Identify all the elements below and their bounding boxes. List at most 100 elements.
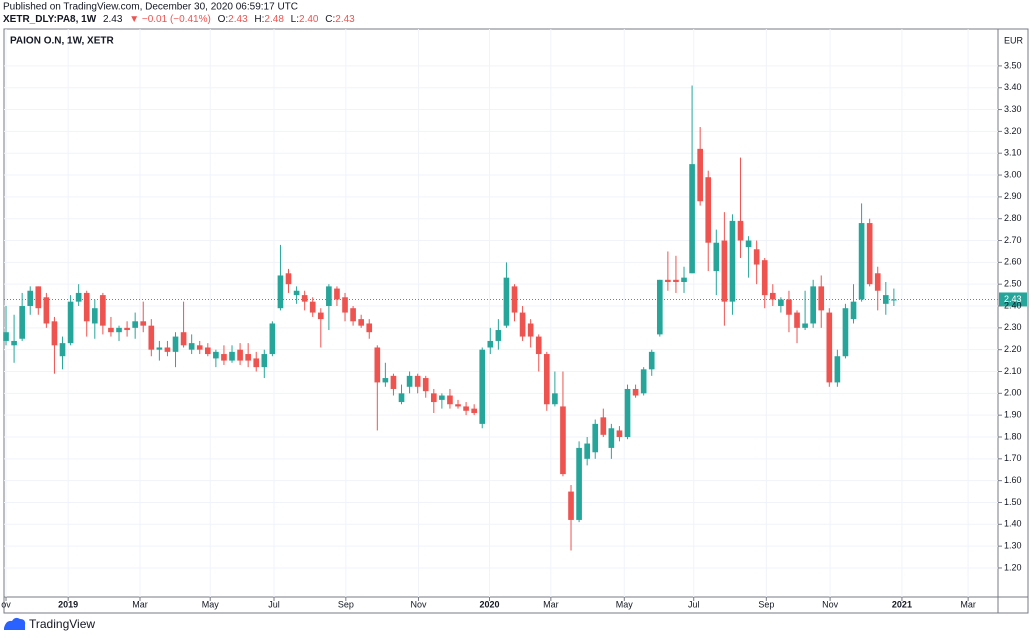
candle-body: [3, 332, 9, 341]
candle-body: [656, 279, 663, 335]
x-tick-label: Sep: [338, 599, 354, 609]
ohlc-label: O:: [218, 14, 229, 25]
ohlc-value: 2.40: [299, 14, 319, 25]
candles: [3, 85, 897, 551]
candle-body: [535, 336, 542, 355]
candle-body: [67, 301, 74, 344]
candle-body: [543, 354, 550, 405]
candle-body: [648, 351, 655, 370]
candle-body: [172, 336, 179, 352]
candle-body: [576, 447, 582, 520]
candle-body: [818, 286, 825, 311]
last-price-box: [999, 292, 1027, 307]
candle-body: [342, 297, 348, 313]
y-tick-label: 3.40: [1004, 82, 1022, 92]
candle-body: [75, 292, 82, 302]
candle-body: [91, 308, 98, 324]
candle-body: [100, 295, 106, 326]
y-tick-label: 1.20: [1004, 562, 1022, 572]
candle-body: [350, 308, 356, 322]
logo: [4, 617, 26, 630]
y-tick-label: 1.60: [1004, 475, 1022, 485]
candle-body: [59, 343, 66, 357]
candle-body: [11, 340, 17, 346]
candle-body: [406, 375, 413, 387]
candle-body: [560, 406, 566, 475]
candle-body: [140, 321, 147, 326]
candle-body: [309, 301, 316, 313]
candle-body: [737, 220, 744, 241]
candle-body: [51, 321, 58, 346]
candle-body: [689, 164, 695, 274]
candle-body: [600, 417, 607, 435]
chart-frame: [3, 28, 1029, 614]
y-tick-label: 2.40: [1004, 300, 1022, 310]
x-tick-label: Jul: [688, 599, 700, 609]
x-tick-label: 2020: [479, 599, 499, 609]
ohlc-value: 2.43: [228, 14, 248, 25]
ohlc-value: 2.43: [335, 14, 355, 25]
candle-body: [188, 343, 195, 350]
candle-body: [374, 347, 381, 383]
candle-body: [745, 240, 752, 248]
candle-body: [326, 286, 332, 307]
y-tick-label: 2.30: [1004, 322, 1022, 332]
brand: TradingView: [29, 617, 95, 631]
candle-body: [43, 297, 50, 324]
candle-body: [455, 404, 461, 407]
x-tick-label: ov: [1, 599, 11, 609]
candle-body: [382, 378, 389, 383]
candle-body: [422, 378, 429, 392]
candle-body: [850, 301, 857, 320]
y-tick-label: 2.00: [1004, 388, 1022, 398]
candle-body: [148, 325, 155, 350]
y-tick-label: 2.70: [1004, 235, 1022, 245]
candle-body: [27, 290, 34, 307]
y-tick-label: 2.90: [1004, 191, 1022, 201]
candle-body: [874, 273, 881, 291]
candle-body: [261, 354, 268, 368]
candle-body: [624, 388, 631, 437]
candle-body: [35, 286, 42, 309]
candle-body: [124, 327, 130, 331]
x-tick-label: 2019: [58, 599, 78, 609]
grid: [4, 29, 998, 597]
candle-body: [358, 319, 364, 326]
candle-body: [842, 308, 849, 357]
candle-body: [293, 290, 300, 296]
candle-body: [632, 388, 639, 396]
y-tick-label: 3.50: [1004, 60, 1022, 70]
y-tick-label: 2.20: [1004, 344, 1022, 354]
published-note: Published on TradingView.com, December 3…: [3, 2, 298, 13]
x-tick-label: Mar: [543, 599, 559, 609]
candle-body: [640, 369, 647, 394]
y-tick-label: 2.10: [1004, 366, 1022, 376]
candle-body: [471, 408, 477, 413]
x-tick-label: May: [202, 599, 220, 609]
candle-body: [83, 292, 90, 322]
candle-body: [390, 375, 397, 389]
candle-body: [213, 351, 219, 359]
last-price-label: 2.43: [1004, 294, 1022, 304]
candle-body: [769, 292, 776, 300]
candle-body: [398, 393, 405, 403]
candle-body: [584, 443, 590, 459]
candle-body: [414, 375, 421, 387]
candle-body: [527, 323, 534, 337]
currency: EUR: [1004, 35, 1024, 45]
candle-body: [786, 299, 792, 315]
y-tick-label: 1.90: [1004, 410, 1022, 420]
candle-body: [164, 347, 171, 352]
y-tick-label: 2.80: [1004, 213, 1022, 223]
candle-body: [616, 430, 623, 437]
x-tick-label: Nov: [410, 599, 427, 609]
candle-body: [802, 323, 808, 328]
x-tick-label: Jul: [268, 599, 280, 609]
chart-title: PAION O.N, 1W, XETR: [10, 36, 114, 47]
candle-body: [568, 491, 574, 520]
x-tick-label: Mar: [960, 599, 976, 609]
candle-body: [301, 295, 308, 302]
candle-body: [519, 312, 526, 337]
candle-body: [681, 277, 687, 283]
